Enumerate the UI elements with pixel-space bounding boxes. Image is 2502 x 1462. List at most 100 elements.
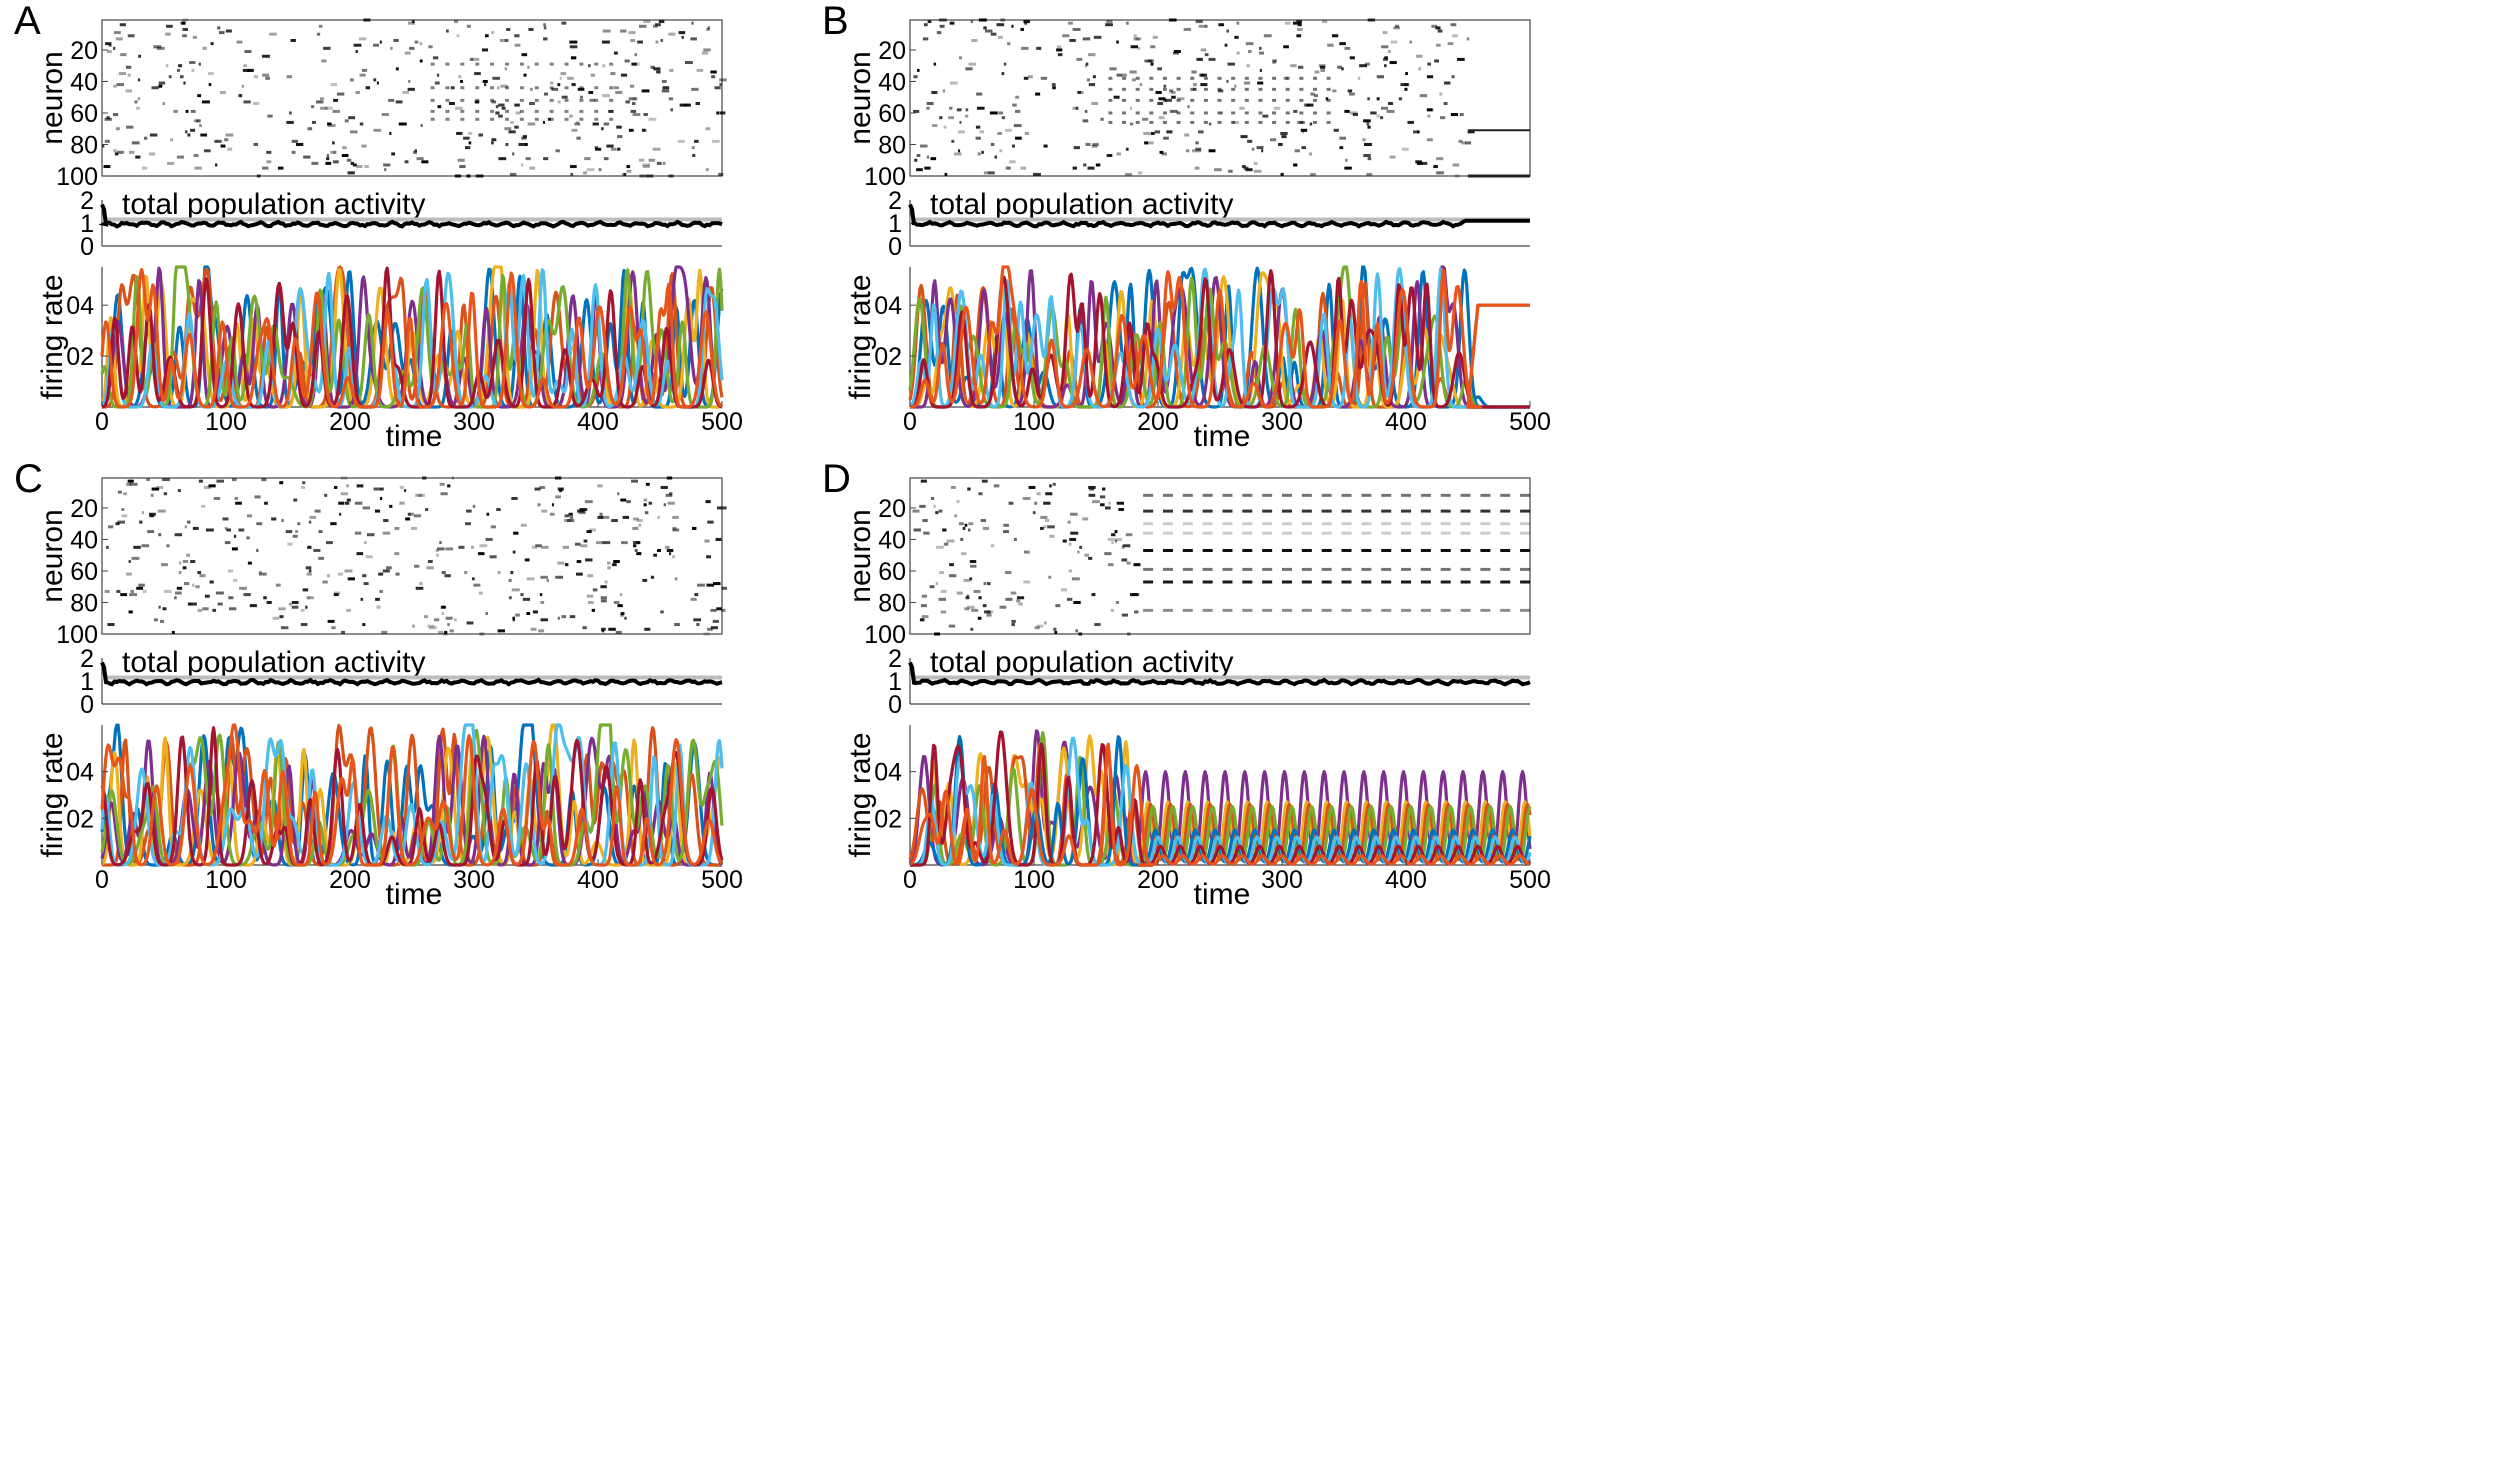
raster-spike [1105, 506, 1111, 510]
raster-spike [1380, 116, 1384, 120]
raster-spike [1310, 172, 1316, 176]
raster-spike [721, 586, 728, 590]
raster-spike [449, 629, 455, 633]
raster-spike [1234, 35, 1239, 39]
raster-spike [924, 166, 931, 170]
raster-spike [971, 608, 979, 612]
raster-spike [939, 116, 943, 120]
raster-spike [1122, 87, 1127, 91]
raster-spike [344, 501, 350, 505]
raster-spike [238, 528, 245, 532]
raster-spike [1100, 117, 1104, 121]
raster-spike [179, 75, 184, 79]
time-xlabel: time [1194, 420, 1251, 453]
raster-spike [1053, 627, 1057, 631]
raster-spike [933, 62, 937, 66]
raster-spike [1070, 512, 1078, 516]
raster-spike [1500, 567, 1511, 571]
raster-spike [670, 108, 673, 112]
raster-spike [1033, 172, 1041, 176]
raster-spike [261, 478, 267, 482]
raster-spike [535, 544, 542, 548]
raster-ylabel: neuron [36, 51, 69, 144]
raster-spike [490, 98, 495, 102]
raster-spike [1401, 522, 1412, 526]
raster-spike [1301, 608, 1312, 612]
raster-spike [235, 501, 242, 505]
raster-spike [121, 514, 128, 518]
raster-spike [576, 136, 581, 140]
raster-spike [1457, 57, 1465, 61]
raster-spike [1176, 87, 1181, 91]
raster-spike [1460, 567, 1471, 571]
raster-tick-label: 20 [878, 37, 906, 65]
raster-spike [514, 125, 519, 129]
raster-spike [983, 582, 986, 586]
raster-spike [1045, 519, 1050, 523]
raster-spike [1272, 111, 1277, 115]
raster-spike [624, 59, 630, 63]
raster-spike [1259, 46, 1262, 50]
raster-spike [192, 35, 197, 39]
raster-spike [706, 583, 715, 587]
raster-spike [191, 68, 195, 72]
raster-spike [359, 73, 366, 77]
raster-spike [281, 519, 284, 523]
raster-spike [652, 24, 658, 28]
raster-spike [692, 154, 696, 158]
raster-spike [1122, 111, 1127, 115]
raster-spike [1176, 120, 1181, 124]
raster-spike [1246, 64, 1250, 68]
raster-spike [959, 120, 962, 124]
raster-spike [664, 545, 670, 549]
raster-spike [586, 594, 594, 598]
raster-spike [1075, 629, 1079, 633]
raster-spike [1466, 37, 1470, 41]
raster-spike [975, 125, 981, 129]
raster-spike [1003, 523, 1009, 527]
raster-spike [1164, 98, 1172, 102]
raster-spike [508, 130, 516, 134]
raster-spike [1282, 548, 1292, 552]
raster-spike [513, 531, 519, 535]
raster-spike [522, 597, 531, 601]
raster-spike [407, 21, 416, 25]
raster-spike [505, 98, 509, 102]
raster-spike [262, 166, 269, 170]
raster-spike [1447, 42, 1454, 46]
raster-spike [1251, 147, 1255, 151]
raster-spike [521, 136, 527, 140]
raster-spike [620, 612, 625, 616]
raster-spike [479, 544, 488, 548]
raster-spike [1381, 548, 1392, 552]
raster-spike [620, 613, 624, 617]
raster-spike [939, 18, 947, 22]
raster-spike [141, 511, 145, 515]
raster-spike [703, 48, 711, 52]
raster-spike [922, 37, 929, 41]
raster-spike [135, 155, 141, 159]
raster-spike [473, 583, 481, 587]
raster-spike [954, 514, 957, 518]
raster-spike [1321, 531, 1332, 535]
raster-spike [935, 582, 939, 586]
raster-spike [989, 111, 998, 115]
raster-spike [1110, 608, 1114, 612]
raster-spike [1413, 130, 1417, 134]
raster-spike [1309, 122, 1313, 126]
raster-spike [1043, 525, 1047, 529]
raster-spike [430, 117, 435, 121]
raster-spike [379, 589, 384, 593]
raster-spike [1242, 493, 1253, 497]
raster-spike [683, 103, 691, 107]
raster-spike [505, 142, 509, 146]
raster-spike [1093, 593, 1096, 597]
raster-spike [613, 86, 620, 90]
raster-spike [569, 165, 577, 169]
raster-spike [1272, 120, 1277, 124]
raster-spike [607, 566, 611, 570]
raster-spike [580, 544, 588, 548]
raster-spike [933, 504, 936, 508]
raster-spike [113, 149, 118, 153]
raster-spike [408, 512, 412, 516]
